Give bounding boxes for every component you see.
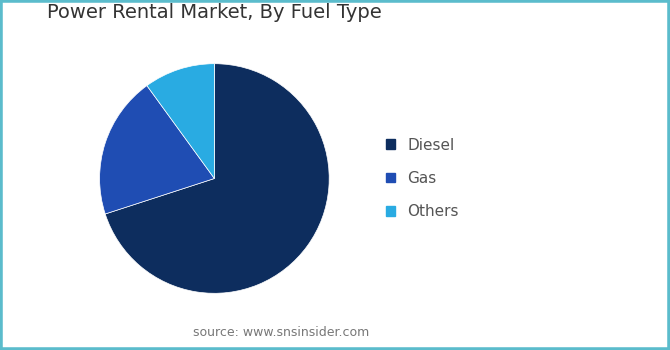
Text: source: www.snsinsider.com: source: www.snsinsider.com [193,327,370,340]
Wedge shape [105,64,329,293]
Title: Power Rental Market, By Fuel Type: Power Rental Market, By Fuel Type [47,4,382,22]
Wedge shape [147,64,214,178]
Wedge shape [100,86,214,214]
Legend: Diesel, Gas, Others: Diesel, Gas, Others [380,132,465,225]
